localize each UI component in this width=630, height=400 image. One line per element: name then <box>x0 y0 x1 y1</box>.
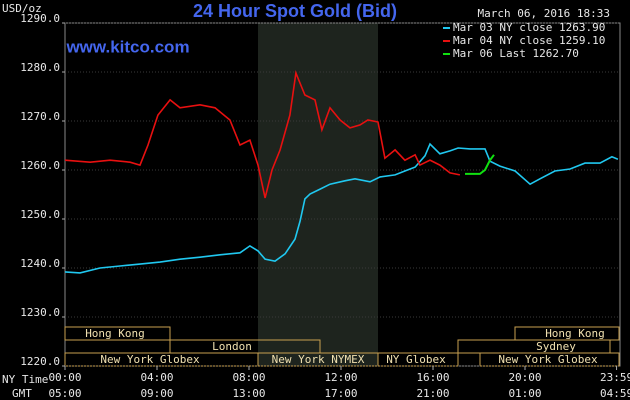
x2-tick-label: 05:00 <box>48 387 81 400</box>
y-tick-label: 1280.0 <box>20 61 60 74</box>
x2-tick-label: 04:59 <box>600 387 630 400</box>
x2-tick-label: 13:00 <box>232 387 265 400</box>
x-label: NY Time <box>2 373 48 386</box>
session-box <box>457 339 611 354</box>
y-tick-label: 1220.0 <box>20 355 60 368</box>
legend-label: Mar 03 NY close 1263.90 <box>453 21 605 34</box>
session-label: New York Globex <box>498 353 598 366</box>
series-line <box>64 142 619 274</box>
y-tick-label: 1230.0 <box>20 306 60 319</box>
y-tick-label: 1250.0 <box>20 208 60 221</box>
x-tick-label: 12:00 <box>324 371 357 384</box>
session-label: New York Globex <box>100 353 200 366</box>
legend-label: Mar 04 NY close 1259.10 <box>453 34 605 47</box>
source: www.kitco.com <box>65 37 189 56</box>
session-box <box>377 352 459 367</box>
session-box <box>64 326 171 341</box>
y-tick-label: 1240.0 <box>20 257 60 270</box>
timestamp: March 06, 2016 18:33 <box>478 7 610 20</box>
session-label: Hong Kong <box>545 327 605 340</box>
x-tick-label: 16:00 <box>416 371 449 384</box>
y-tick-label: 1270.0 <box>20 110 60 123</box>
x-tick-label: 20:00 <box>508 371 541 384</box>
x2-tick-label: 17:00 <box>324 387 357 400</box>
chart-title: 24 Hour Spot Gold (Bid) <box>193 1 397 21</box>
x-tick-label: 08:00 <box>232 371 265 384</box>
session-label: Sydney <box>536 340 576 353</box>
x-tick-label: 04:00 <box>140 371 173 384</box>
session-box <box>479 352 620 367</box>
sessions: Hong Kong Hong Kong London Sydney New Yo… <box>64 326 620 367</box>
x2-tick-label: 21:00 <box>416 387 449 400</box>
series-line <box>64 69 461 199</box>
y-tick-label: 1290.0 <box>20 12 60 25</box>
nymex-shade <box>258 23 378 366</box>
session-label: NY Globex <box>386 353 446 366</box>
series-line <box>465 154 495 175</box>
x2-tick-label: 09:00 <box>140 387 173 400</box>
x-tick-label: 23:59 <box>600 371 630 384</box>
x2-label: GMT <box>12 387 32 400</box>
y-tick-label: 1260.0 <box>20 159 60 172</box>
session-label: New York NYMEX <box>272 353 365 366</box>
y-label: USD/oz <box>2 2 42 15</box>
x2-tick-label: 01:00 <box>508 387 541 400</box>
x-tick-label: 00:00 <box>48 371 81 384</box>
session-label: London <box>212 340 252 353</box>
session-label: Hong Kong <box>85 327 145 340</box>
legend-label: Mar 06 Last 1262.70 <box>453 47 579 60</box>
